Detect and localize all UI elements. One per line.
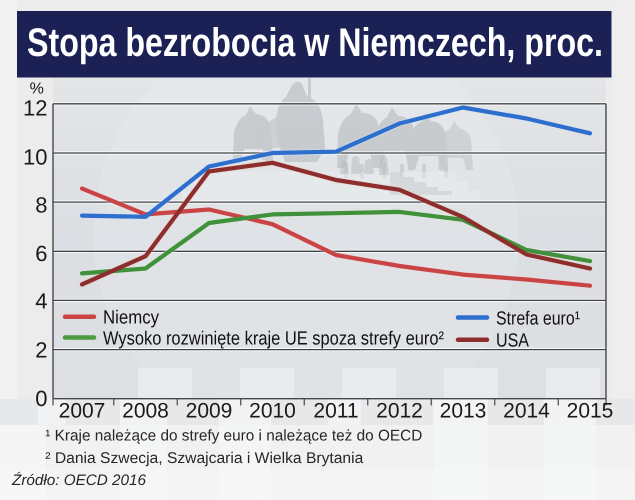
- svg-text:2011: 2011: [313, 400, 358, 423]
- svg-text:6: 6: [35, 241, 47, 266]
- svg-text:2010: 2010: [249, 400, 296, 423]
- svg-text:Niemcy: Niemcy: [103, 308, 159, 329]
- svg-text:8: 8: [35, 192, 47, 217]
- svg-text:2008: 2008: [122, 400, 169, 423]
- svg-text:2015: 2015: [567, 400, 614, 423]
- svg-text:Stopa bezrobocia w Niemczech,: Stopa bezrobocia w Niemczech, proc.: [27, 21, 603, 65]
- svg-text:2014: 2014: [503, 400, 550, 423]
- svg-text:² Dania Szwecja, Szwajcaria i: ² Dania Szwecja, Szwajcaria i Wielka Bry…: [45, 450, 363, 467]
- svg-text:2009: 2009: [186, 400, 233, 423]
- svg-text:10: 10: [23, 144, 47, 169]
- svg-text:4: 4: [35, 289, 47, 314]
- svg-text:2: 2: [35, 338, 47, 363]
- svg-text:USA: USA: [496, 331, 529, 352]
- svg-text:2007: 2007: [59, 400, 106, 423]
- svg-text:0: 0: [35, 386, 47, 411]
- svg-text:%: %: [30, 81, 44, 98]
- svg-text:Strefa euro¹: Strefa euro¹: [496, 309, 580, 330]
- svg-text:2012: 2012: [376, 400, 423, 423]
- svg-text:12: 12: [23, 96, 47, 121]
- svg-text:¹ Kraje należące do strefy eur: ¹ Kraje należące do strefy euro i należą…: [45, 428, 422, 445]
- svg-text:Wysoko rozwinięte kraje UE spo: Wysoko rozwinięte kraje UE spoza strefy …: [103, 329, 444, 350]
- svg-text:Źródło: OECD 2016: Źródło: OECD 2016: [11, 471, 147, 489]
- svg-text:2013: 2013: [440, 400, 487, 423]
